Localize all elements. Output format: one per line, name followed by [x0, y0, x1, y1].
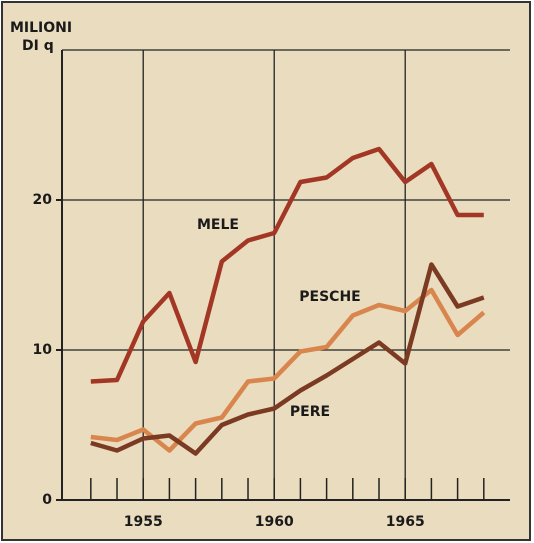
y-tick-label: 20	[33, 192, 53, 208]
x-tick-label: 1960	[255, 514, 294, 530]
series-label: PESCHE	[299, 289, 360, 305]
line	[90, 262, 485, 456]
x-tick-label: 1965	[386, 514, 425, 530]
y-axis-label: MILIONI	[10, 20, 72, 36]
series-label: MELE	[197, 217, 239, 233]
y-axis-label: DI q	[22, 38, 54, 54]
line	[90, 287, 486, 453]
x-tick-label: 1955	[124, 514, 163, 530]
series-label: PERE	[290, 404, 330, 420]
y-tick-label: 10	[33, 342, 53, 358]
line	[90, 146, 484, 384]
y-tick-label: 0	[42, 492, 52, 508]
